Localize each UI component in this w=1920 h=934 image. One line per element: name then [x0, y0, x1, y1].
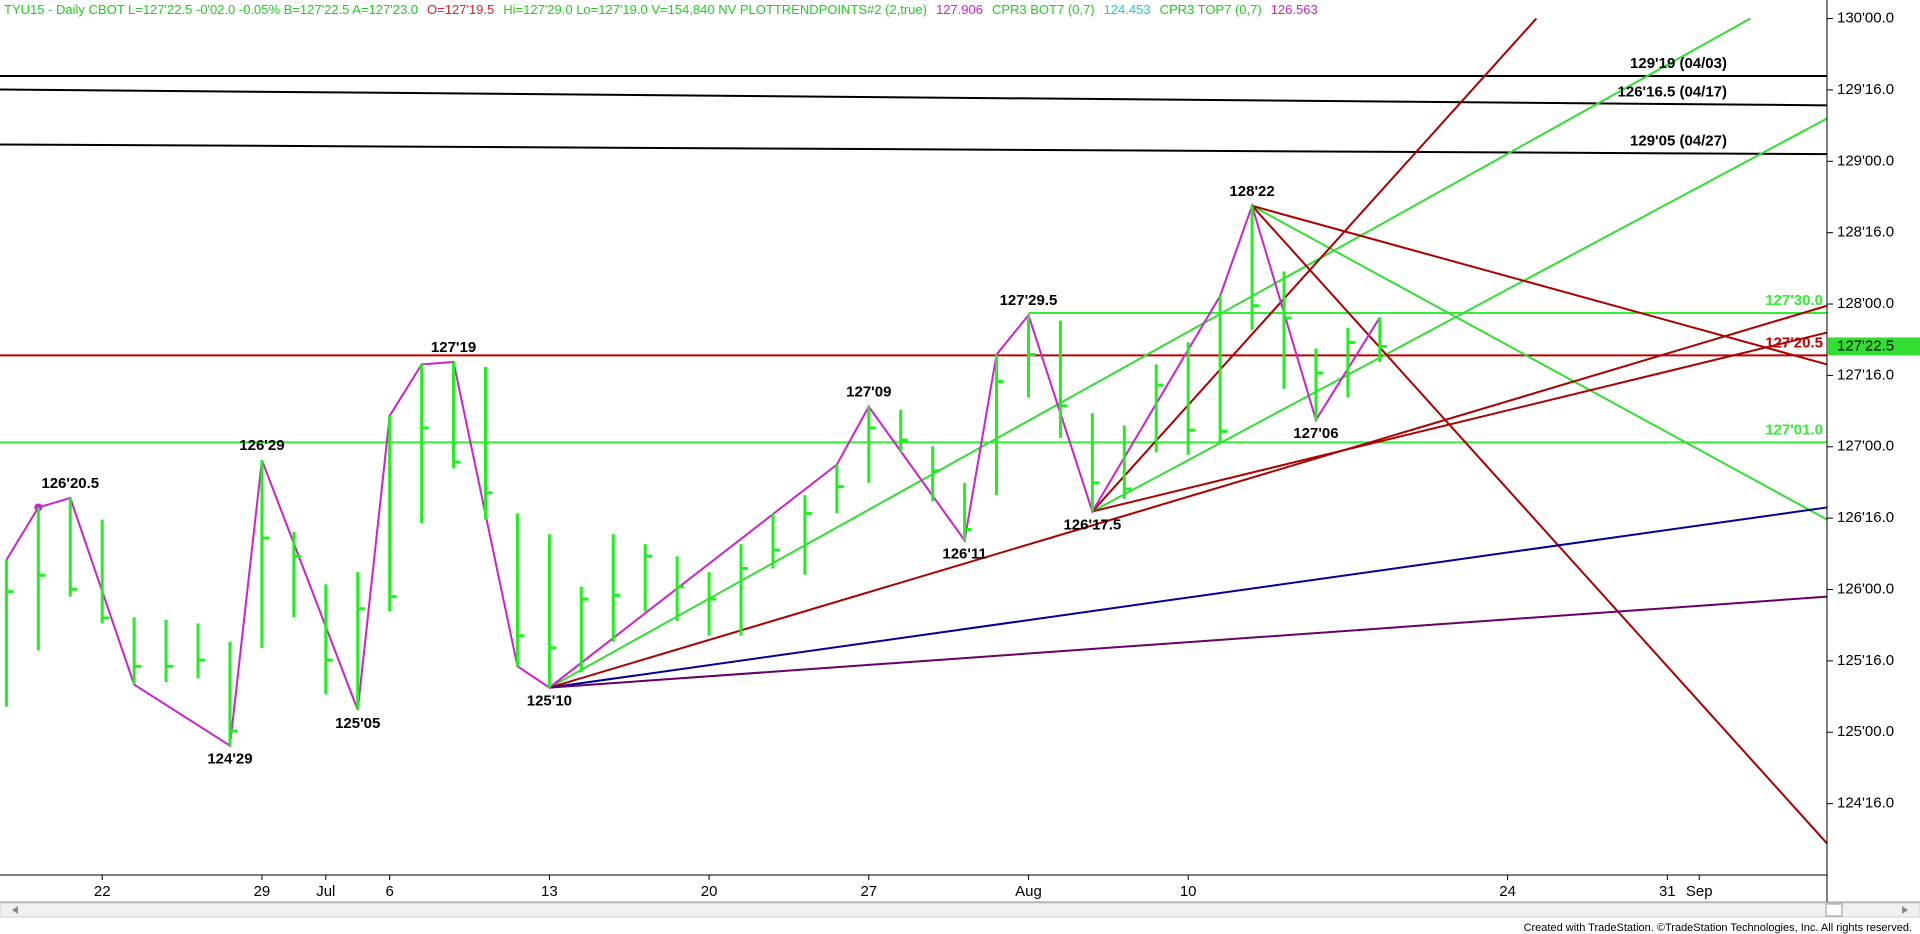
x-tick-label: Sep — [1686, 883, 1713, 900]
y-tick-label: 127'00.0 — [1837, 438, 1894, 455]
scroll-right[interactable] — [1902, 906, 1908, 914]
trendline-label: 129'05 (04/27) — [1630, 133, 1727, 150]
pivot-label: 127'19 — [431, 339, 476, 356]
scroll-thumb[interactable] — [1825, 903, 1843, 917]
y-tick-label: 126'16.0 — [1837, 509, 1894, 526]
trendline — [549, 304, 1828, 689]
trendline — [1091, 17, 1538, 513]
pivot-label: 128'22 — [1229, 183, 1274, 200]
pivot-label: 125'05 — [335, 715, 380, 732]
x-tick-label: Aug — [1015, 883, 1042, 900]
y-tick-label: 125'00.0 — [1837, 723, 1894, 740]
header-segment: CPR3 TOP7 (0,7) — [1160, 2, 1262, 17]
header-segment: 124.453 — [1104, 2, 1151, 17]
trendline — [0, 88, 1828, 107]
trendline — [549, 595, 1828, 689]
header-segment: 126.563 — [1271, 2, 1318, 17]
y-tick-label: 128'16.0 — [1837, 224, 1894, 241]
header-segment: TYU15 - Daily CBOT L=127'22.5 -0'02.0 -0… — [4, 2, 418, 17]
y-tick-label: 128'00.0 — [1837, 295, 1894, 312]
x-tick-label: 29 — [254, 883, 271, 900]
trendline — [1251, 204, 1828, 521]
last-price-box — [1828, 337, 1920, 356]
y-tick-label: 127'16.0 — [1837, 366, 1894, 383]
trendline — [1251, 205, 1828, 845]
y-tick-label: 129'00.0 — [1837, 152, 1894, 169]
pivot-label: 125'10 — [527, 693, 572, 710]
x-tick-label: 13 — [541, 883, 558, 900]
header-segment: O=127'19.5 — [427, 2, 494, 17]
trendlines — [0, 17, 1828, 845]
header: TYU15 - Daily CBOT L=127'22.5 -0'02.0 -0… — [4, 2, 1318, 17]
trendline-label: 129'19 (04/03) — [1630, 55, 1727, 72]
trendline — [1091, 117, 1828, 513]
trendline — [548, 17, 1751, 689]
x-tick-label: 10 — [1180, 883, 1197, 900]
pivot-label: 127'09 — [846, 384, 891, 401]
header-segment: CPR3 BOT7 (0,7) — [992, 2, 1095, 17]
trendline-label: 127'01.0 — [1765, 421, 1823, 438]
scrollbar[interactable] — [0, 902, 1920, 918]
pivot-label: 126'20.5 — [41, 475, 99, 492]
y-tick-label: 126'00.0 — [1837, 580, 1894, 597]
x-tick-label: Jul — [316, 883, 335, 900]
pivot-label: 126'17.5 — [1063, 516, 1121, 533]
trendline — [1251, 204, 1828, 366]
x-tick-label: 6 — [386, 883, 394, 900]
pivot-label: 124'29 — [207, 751, 252, 768]
trendline — [549, 506, 1828, 689]
x-tick-label: 31 — [1659, 883, 1676, 900]
trendline-label: 126'16.5 (04/17) — [1618, 83, 1727, 100]
x-tick-label: 22 — [94, 883, 111, 900]
y-tick-label: 129'16.0 — [1837, 81, 1894, 98]
trendline-label: 127'20.5 — [1765, 334, 1823, 351]
trendline-label: 127'30.0 — [1765, 292, 1823, 309]
x-tick-label: 20 — [701, 883, 718, 900]
header-segment: Hi=127'29.0 Lo=127'19.0 V=154,840 NV PLO… — [503, 2, 927, 17]
y-tick-label: 124'16.0 — [1837, 795, 1894, 812]
overlay: TYU15 - Daily CBOT L=127'22.5 -0'02.0 -0… — [0, 0, 1920, 903]
pivot-label: 127'29.5 — [1000, 292, 1058, 309]
footer: Created with TradeStation. ©TradeStation… — [1524, 922, 1912, 934]
price-bars — [4, 205, 1387, 746]
pivot-label: 126'29 — [239, 437, 284, 454]
trendline — [0, 143, 1828, 156]
y-tick-label: 130'00.0 — [1837, 10, 1894, 27]
x-tick-label: 27 — [860, 883, 877, 900]
pivot-label: 127'06 — [1293, 425, 1338, 442]
scroll-left[interactable] — [12, 906, 18, 914]
x-tick-label: 24 — [1499, 883, 1516, 900]
trendline — [1092, 331, 1828, 513]
y-tick-label: 125'16.0 — [1837, 652, 1894, 669]
pivot-label: 126'11 — [942, 545, 986, 562]
header-segment: 127.906 — [936, 2, 983, 17]
last-price-label: 127'22.5 — [1837, 337, 1894, 354]
